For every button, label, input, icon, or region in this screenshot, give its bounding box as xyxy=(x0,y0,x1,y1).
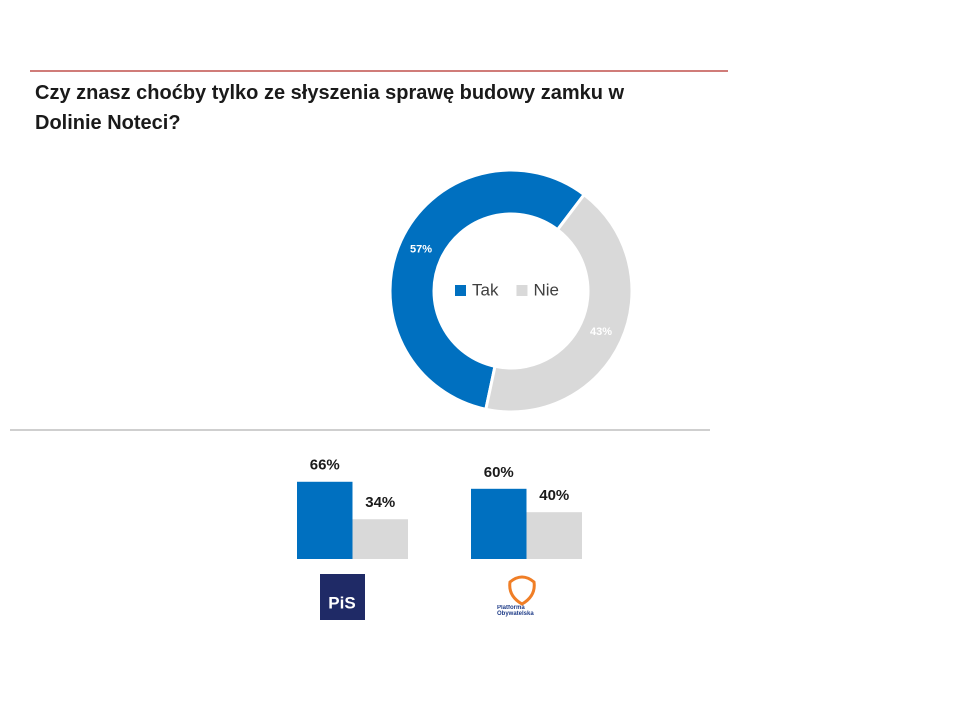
donut-slice xyxy=(388,168,587,412)
data-label: 57% xyxy=(410,244,432,256)
chart-title: Czy znasz choćby tylko ze słyszenia spra… xyxy=(35,82,625,134)
legend-swatch xyxy=(455,285,466,296)
po-logo-text: Platforma Obywatelska xyxy=(497,605,534,617)
bar xyxy=(297,481,353,559)
data-label: 66% xyxy=(310,457,340,474)
po-logo xyxy=(508,575,536,606)
data-label: 60% xyxy=(484,464,514,481)
po-logo-box: Platforma Obywatelska xyxy=(497,605,534,617)
pis-logo-text: PiS xyxy=(328,593,355,612)
data-label: 40% xyxy=(539,487,569,504)
legend-label: Tak xyxy=(472,280,499,299)
data-label: 34% xyxy=(365,494,395,511)
legend-label: Nie xyxy=(533,280,559,299)
bar xyxy=(471,488,527,559)
bar xyxy=(352,519,408,559)
data-label: 43% xyxy=(590,326,612,338)
legend-swatch xyxy=(516,285,528,296)
pis-logo xyxy=(320,574,365,620)
title-box: Czy znasz choćby tylko ze słyszenia spra… xyxy=(35,82,625,134)
donut-slice xyxy=(484,192,634,414)
bar xyxy=(526,512,582,559)
